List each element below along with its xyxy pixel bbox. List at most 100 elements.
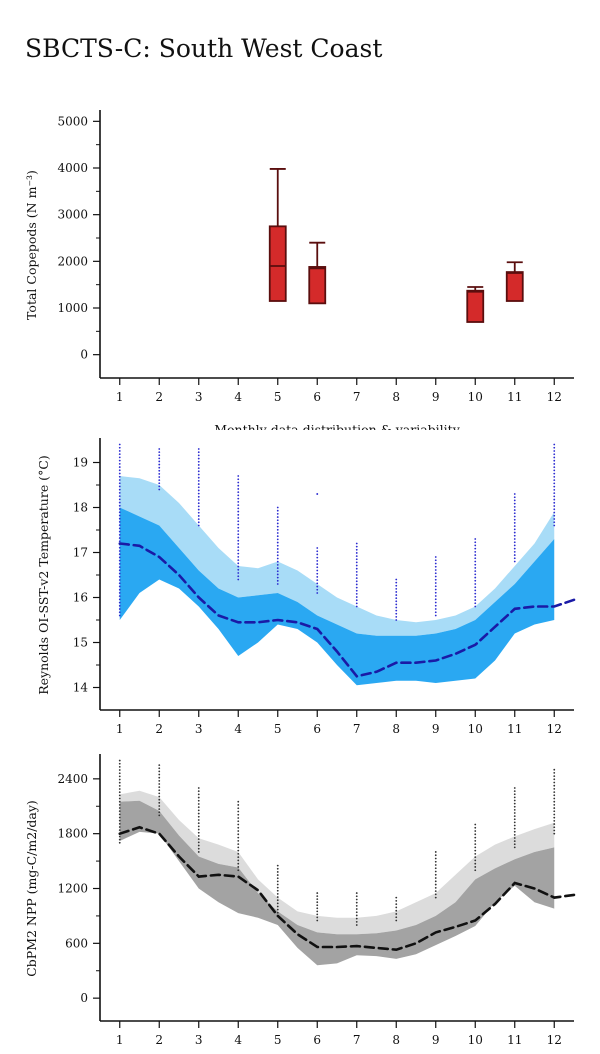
data-point	[395, 597, 398, 600]
inner-range-band	[119, 507, 555, 686]
data-point	[474, 862, 477, 865]
data-point	[237, 575, 240, 578]
data-point	[553, 505, 556, 507]
data-point	[118, 841, 121, 844]
data-point-column	[395, 896, 398, 922]
y-tick-label: 3000	[57, 208, 88, 222]
data-point	[118, 588, 121, 591]
data-point	[395, 578, 398, 581]
data-point	[553, 800, 556, 803]
data-point	[197, 809, 200, 812]
y-tick-label: 1000	[57, 301, 88, 315]
data-point	[118, 556, 121, 559]
data-point	[237, 826, 240, 829]
data-point	[355, 564, 358, 567]
data-point	[197, 812, 200, 815]
data-point	[276, 516, 279, 518]
data-point	[553, 829, 556, 832]
data-point	[197, 524, 200, 527]
data-point	[118, 601, 121, 604]
data-point	[237, 484, 240, 487]
data-point	[355, 542, 358, 545]
data-point	[158, 770, 161, 773]
data-point	[474, 856, 477, 859]
data-point	[197, 844, 200, 847]
data-point	[276, 525, 279, 528]
data-point	[118, 550, 121, 552]
data-point	[513, 547, 516, 550]
x-tick-label: 9	[432, 722, 440, 736]
x-tick-label: 8	[392, 1033, 400, 1047]
data-point	[197, 521, 200, 524]
data-point	[355, 914, 358, 917]
data-point	[158, 460, 161, 463]
data-point	[197, 470, 200, 473]
data-point	[513, 560, 516, 563]
x-tick-label: 10	[468, 1033, 483, 1047]
data-point	[395, 587, 398, 590]
data-point	[474, 550, 477, 553]
data-point	[474, 599, 477, 601]
data-point	[237, 526, 240, 529]
data-point	[276, 864, 279, 867]
data-point	[513, 538, 516, 540]
data-point	[355, 570, 358, 573]
x-tick-label: 10	[468, 722, 483, 736]
data-point	[276, 889, 279, 892]
data-point	[197, 825, 200, 828]
data-point	[237, 846, 240, 849]
x-tick-label: 1	[116, 1033, 124, 1047]
data-point-column	[316, 547, 319, 594]
data-point	[553, 826, 556, 829]
data-point	[355, 580, 358, 583]
data-point-column	[395, 578, 398, 621]
data-point	[237, 513, 240, 516]
data-point	[118, 450, 121, 452]
data-point	[237, 578, 240, 581]
data-point	[355, 904, 358, 907]
data-point	[553, 781, 556, 784]
data-point	[316, 895, 319, 898]
data-point	[434, 595, 437, 597]
data-point-column	[474, 823, 477, 872]
data-point	[513, 840, 516, 843]
data-point	[434, 890, 437, 893]
data-point	[118, 797, 121, 800]
data-point	[553, 819, 556, 822]
data-point	[237, 866, 240, 868]
data-point	[158, 786, 161, 789]
data-point	[395, 600, 398, 603]
data-point	[197, 793, 200, 796]
data-point	[553, 791, 556, 793]
data-point	[237, 494, 240, 497]
data-point	[118, 835, 121, 838]
x-tick-label: 10	[468, 390, 483, 404]
page-title: SBCTS-C: South West Coast	[25, 34, 383, 63]
data-point-column	[197, 787, 200, 853]
data-point	[276, 548, 279, 550]
data-point	[355, 605, 358, 608]
data-point	[553, 508, 556, 511]
data-point	[474, 605, 477, 608]
data-point	[553, 778, 556, 781]
data-point	[276, 896, 279, 898]
data-point	[276, 899, 279, 902]
data-point	[118, 559, 121, 562]
data-point	[355, 577, 358, 580]
x-tick-label: 9	[432, 390, 440, 404]
data-point	[237, 549, 240, 552]
data-point	[118, 769, 121, 771]
data-point	[513, 821, 516, 824]
data-point	[118, 462, 121, 465]
data-point	[355, 596, 358, 598]
data-point	[474, 538, 477, 540]
data-point-column	[158, 764, 161, 817]
y-tick-label: 19	[73, 456, 88, 470]
box-body	[505, 271, 524, 302]
outer-range-band	[119, 790, 555, 935]
data-point	[158, 792, 161, 795]
data-point	[118, 759, 121, 762]
data-point	[355, 917, 358, 920]
data-point	[237, 500, 240, 503]
data-point	[197, 479, 200, 482]
